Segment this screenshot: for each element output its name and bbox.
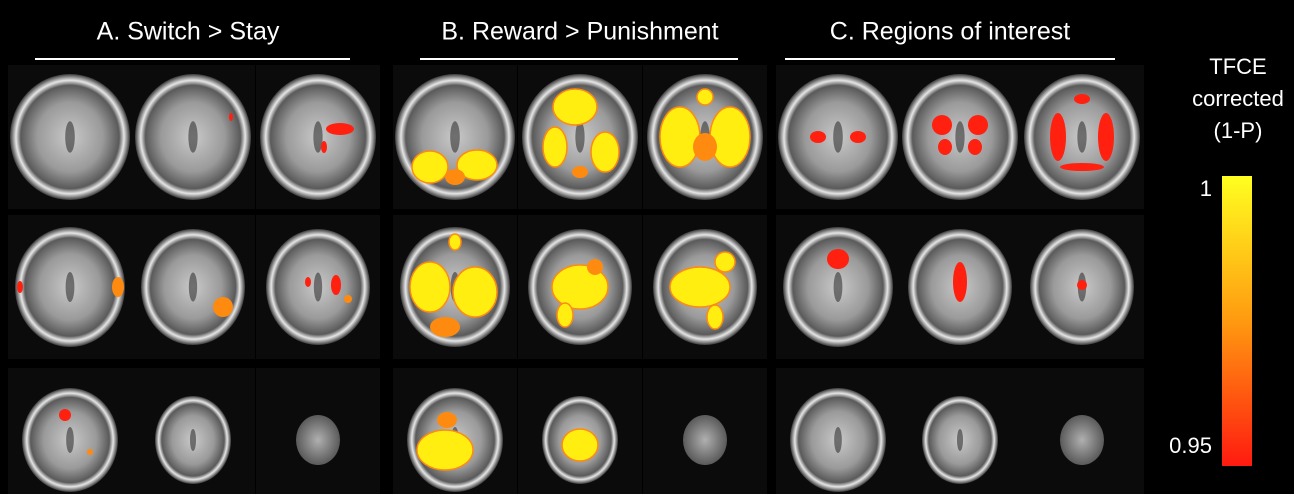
- panel-title: B. Reward > Punishment: [441, 18, 718, 46]
- ventricle: [65, 121, 75, 153]
- activation: [59, 409, 71, 421]
- activation: [112, 277, 124, 297]
- activation: [587, 259, 603, 275]
- brain-slices: [8, 65, 1144, 494]
- activation: [591, 132, 619, 172]
- activation: [553, 89, 597, 125]
- ventricle: [189, 273, 197, 302]
- ventricle: [66, 427, 74, 453]
- colorbar-tick-label: 0.95: [1169, 433, 1212, 458]
- activation: [213, 297, 233, 317]
- brain-slice: [683, 415, 727, 465]
- activation: [410, 262, 450, 312]
- activation: [344, 295, 352, 303]
- activation: [693, 133, 717, 161]
- activation: [87, 449, 93, 455]
- brain-slice: [296, 415, 340, 465]
- activation: [321, 141, 327, 153]
- colorbar: [1222, 176, 1252, 466]
- activation: [229, 113, 233, 121]
- colorbar-title: TFCE: [1209, 54, 1266, 79]
- ventricle: [834, 272, 843, 302]
- activation: [17, 281, 23, 293]
- activation: [968, 115, 988, 135]
- activation: [1074, 94, 1090, 104]
- activation: [445, 169, 465, 185]
- activation: [543, 127, 567, 167]
- ventricle: [314, 273, 322, 302]
- activation: [437, 412, 457, 428]
- activation: [1050, 113, 1066, 161]
- activation: [417, 430, 473, 470]
- activation: [810, 131, 826, 143]
- activation: [938, 139, 952, 155]
- activation: [412, 151, 448, 183]
- ventricle: [957, 429, 963, 451]
- brain-slice: [1060, 415, 1104, 465]
- activation: [557, 303, 573, 327]
- activation: [572, 166, 588, 178]
- panel-title: A. Switch > Stay: [97, 18, 280, 46]
- activation: [697, 89, 713, 105]
- activation: [430, 317, 460, 337]
- ventricle: [1077, 121, 1086, 153]
- activation: [449, 234, 461, 250]
- ventricle: [575, 121, 584, 153]
- activation: [850, 131, 866, 143]
- ventricle: [190, 429, 196, 451]
- activation: [953, 262, 967, 302]
- ventricle: [66, 272, 75, 302]
- activation: [453, 267, 497, 317]
- activation: [932, 115, 952, 135]
- activation: [1060, 163, 1104, 171]
- activation: [305, 277, 311, 287]
- activation: [670, 267, 730, 307]
- panel-title: C. Regions of interest: [830, 18, 1070, 46]
- activation: [326, 123, 354, 135]
- figure: A. Switch > Stay B. Reward > Punishment …: [0, 0, 1294, 494]
- page: {"panels": [ {"title": "A. Switch > Stay…: [0, 0, 1294, 494]
- activation: [710, 107, 750, 167]
- ventricle: [833, 121, 843, 153]
- colorbar-title: (1-P): [1214, 118, 1263, 143]
- activation: [660, 107, 700, 167]
- ventricle: [188, 121, 197, 153]
- ventricle: [955, 121, 964, 153]
- colorbar-title: corrected: [1192, 86, 1284, 111]
- ventricle: [450, 121, 460, 153]
- activation: [562, 429, 598, 461]
- activation: [707, 305, 723, 329]
- activation: [1098, 113, 1114, 161]
- colorbar-tick-label: 1: [1200, 176, 1212, 201]
- ventricle: [834, 427, 842, 453]
- activation: [1077, 280, 1087, 290]
- activation: [715, 252, 735, 272]
- activation: [827, 249, 849, 269]
- activation: [331, 275, 341, 295]
- activation: [968, 139, 982, 155]
